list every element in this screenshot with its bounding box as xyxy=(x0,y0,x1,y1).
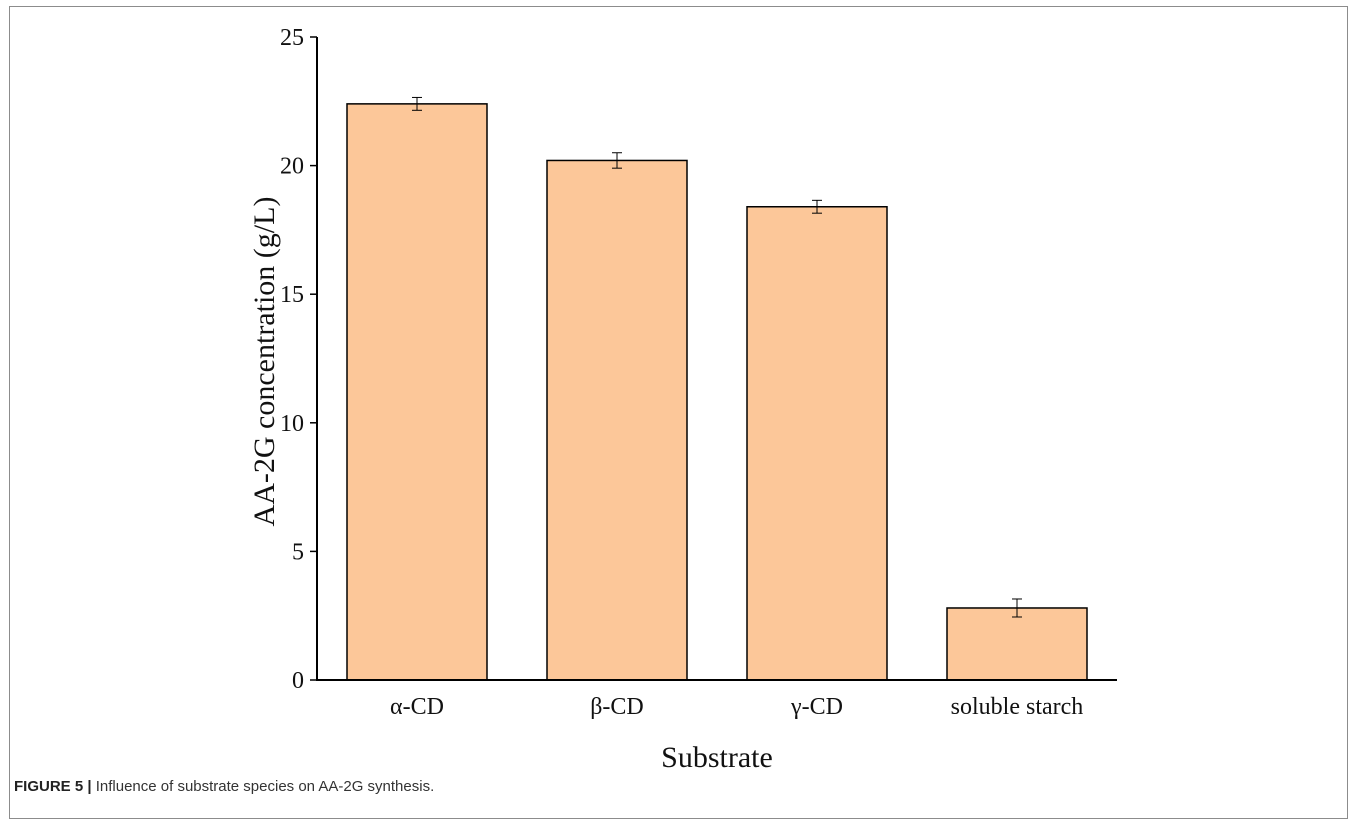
y-tick-label: 5 xyxy=(292,539,304,565)
y-tick-label: 25 xyxy=(280,25,304,51)
error-bar xyxy=(412,96,422,111)
figure-label: FIGURE 5 | xyxy=(14,778,92,795)
x-tick-label: α-CD xyxy=(390,694,444,720)
bar xyxy=(346,103,488,681)
y-tick-label: 10 xyxy=(280,411,304,437)
x-tick-label: β-CD xyxy=(590,694,644,720)
y-tick-label: 20 xyxy=(280,154,304,180)
x-axis-title: Substrate xyxy=(661,741,773,774)
bar xyxy=(946,607,1088,681)
x-tick-label: soluble starch xyxy=(951,694,1084,720)
error-bar xyxy=(612,152,622,169)
error-bars xyxy=(412,96,1022,618)
bars xyxy=(346,103,1088,681)
bar xyxy=(546,159,688,681)
figure-caption: FIGURE 5 | Influence of substrate specie… xyxy=(14,778,434,795)
y-ticks: 0 5 10 15 20 25 xyxy=(280,25,317,694)
y-tick-label: 15 xyxy=(280,282,304,308)
bar xyxy=(746,206,888,681)
error-bar xyxy=(1012,598,1022,618)
caption-text: Influence of substrate species on AA-2G … xyxy=(91,778,435,795)
y-tick-label: 0 xyxy=(292,668,304,694)
error-bar xyxy=(812,199,822,214)
y-axis-title: AA-2G concentration (g/L) xyxy=(248,197,281,527)
x-tick-labels: α-CD β-CD γ-CD soluble starch xyxy=(390,694,1083,720)
x-tick-label: γ-CD xyxy=(790,694,843,720)
